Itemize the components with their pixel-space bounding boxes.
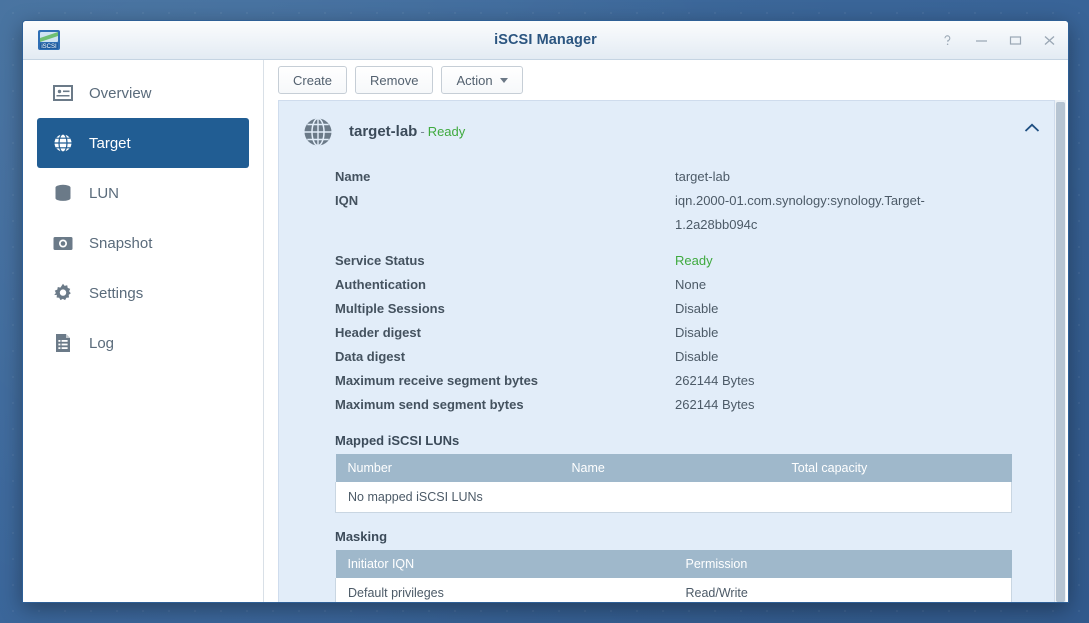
detail-value: iqn.2000-01.com.synology:synology.Target… — [675, 193, 925, 232]
table-header-row: Initiator IQN Permission — [335, 550, 1012, 578]
target-name-heading: target-lab — [349, 123, 418, 140]
database-icon — [51, 181, 75, 205]
detail-spacer — [279, 237, 1054, 249]
content-area: Create Remove Action — [264, 60, 1068, 602]
detail-value: Ready — [675, 253, 713, 268]
target-detail-scroll-region: target-lab - Ready Name target-lab IQN — [264, 100, 1068, 602]
svg-text:iSCSI: iSCSI — [41, 44, 57, 50]
close-icon[interactable] — [1040, 31, 1058, 49]
globe-icon — [51, 131, 75, 155]
sidebar-item-overview[interactable]: Overview — [37, 68, 249, 118]
detail-value: target-lab — [675, 169, 730, 184]
detail-value: 262144 Bytes — [675, 373, 755, 388]
iscsi-app-icon: iSCSI — [35, 26, 63, 54]
detail-label: Header digest — [335, 325, 421, 340]
detail-row-max-send-segment-bytes: Maximum send segment bytes 262144 Bytes — [279, 393, 1054, 417]
action-button-label: Action — [456, 72, 493, 88]
globe-icon — [301, 115, 335, 149]
create-button[interactable]: Create — [278, 66, 348, 94]
detail-label: Multiple Sessions — [335, 301, 445, 316]
iscsi-manager-window: iSCSI iSCSI Manager — [22, 20, 1069, 603]
target-detail-list: Name target-lab IQN iqn.2000-01.com.syno… — [279, 155, 1054, 417]
detail-label: Data digest — [335, 349, 406, 364]
detail-row-header-digest: Header digest Disable — [279, 321, 1054, 345]
detail-row-data-digest: Data digest Disable — [279, 345, 1054, 369]
mapped-luns-title: Mapped iSCSI LUNs — [335, 433, 460, 448]
detail-label: Service Status — [335, 253, 425, 268]
sidebar-item-log[interactable]: Log — [37, 318, 249, 368]
detail-label: Name — [335, 169, 371, 184]
sidebar-item-label: Snapshot — [89, 234, 153, 252]
scrollbar-thumb[interactable] — [1056, 102, 1065, 602]
sidebar-item-label: LUN — [89, 184, 120, 202]
heading-separator: - — [420, 124, 425, 139]
minimize-icon[interactable] — [972, 31, 990, 49]
id-card-icon — [51, 81, 75, 105]
target-header: target-lab - Ready — [279, 101, 1054, 155]
detail-row-authentication: Authentication None — [279, 273, 1054, 297]
chevron-up-icon[interactable] — [1024, 121, 1040, 136]
document-list-icon — [51, 331, 75, 355]
sidebar-item-snapshot[interactable]: Snapshot — [37, 218, 249, 268]
masking-permission-cell: Read/Write — [673, 578, 1012, 602]
detail-label: Maximum send segment bytes — [335, 397, 524, 412]
gear-icon — [51, 281, 75, 305]
masking-title: Masking — [335, 529, 388, 544]
column-header-initiator-iqn[interactable]: Initiator IQN — [335, 550, 674, 578]
window-controls — [938, 21, 1058, 59]
detail-value: None — [675, 277, 707, 292]
remove-button[interactable]: Remove — [355, 66, 434, 94]
mapped-luns-table: Number Name Total capacity No mapped iSC… — [335, 454, 1012, 513]
sidebar-item-target[interactable]: Target — [37, 118, 249, 168]
column-header-name[interactable]: Name — [559, 454, 780, 482]
sidebar-item-lun[interactable]: LUN — [37, 168, 249, 218]
camera-icon — [51, 231, 75, 255]
action-dropdown-button[interactable]: Action — [441, 66, 523, 94]
mapped-luns-empty-text: No mapped iSCSI LUNs — [335, 482, 1012, 513]
detail-row-iqn: IQN iqn.2000-01.com.synology:synology.Ta… — [279, 189, 1054, 237]
detail-row-service-status: Service Status Ready — [279, 249, 1054, 273]
masking-initiator-cell: Default privileges — [335, 578, 674, 602]
table-row[interactable]: Default privileges Read/Write — [335, 578, 1012, 602]
detail-row-name: Name target-lab — [279, 165, 1054, 189]
help-icon[interactable] — [938, 31, 956, 49]
create-button-label: Create — [293, 72, 333, 88]
sidebar: Overview Target LUN Snapshot — [23, 60, 264, 602]
window-title: iSCSI Manager — [494, 32, 597, 48]
detail-value: 262144 Bytes — [675, 397, 755, 412]
remove-button-label: Remove — [370, 72, 419, 88]
column-header-total-capacity[interactable]: Total capacity — [779, 454, 1012, 482]
window-titlebar[interactable]: iSCSI iSCSI Manager — [23, 21, 1068, 60]
detail-row-multiple-sessions: Multiple Sessions Disable — [279, 297, 1054, 321]
detail-row-max-receive-segment-bytes: Maximum receive segment bytes 262144 Byt… — [279, 369, 1054, 393]
chevron-down-icon — [499, 77, 508, 83]
column-header-number[interactable]: Number — [335, 454, 560, 482]
masking-table: Initiator IQN Permission Default privile… — [335, 550, 1012, 602]
sidebar-item-settings[interactable]: Settings — [37, 268, 249, 318]
sidebar-item-label: Target — [89, 134, 131, 152]
status-badge: Ready — [427, 124, 466, 139]
table-header-row: Number Name Total capacity — [335, 454, 1012, 482]
detail-label: IQN — [335, 193, 359, 208]
target-detail-panel: target-lab - Ready Name target-lab IQN — [278, 100, 1055, 602]
vertical-scrollbar[interactable] — [1055, 100, 1066, 602]
table-row: No mapped iSCSI LUNs — [335, 482, 1012, 513]
sidebar-item-label: Log — [89, 334, 115, 352]
sidebar-item-label: Settings — [89, 284, 144, 302]
detail-value: Disable — [675, 325, 719, 340]
maximize-icon[interactable] — [1006, 31, 1024, 49]
masking-section: Masking Initiator IQN Permission — [279, 529, 1054, 602]
detail-label: Maximum receive segment bytes — [335, 373, 539, 388]
detail-value: Disable — [675, 301, 719, 316]
column-header-permission[interactable]: Permission — [673, 550, 1012, 578]
toolbar: Create Remove Action — [264, 60, 1068, 100]
detail-label: Authentication — [335, 277, 426, 292]
detail-value: Disable — [675, 349, 719, 364]
mapped-luns-section: Mapped iSCSI LUNs Number Name Total capa… — [279, 433, 1054, 513]
sidebar-item-label: Overview — [89, 84, 152, 102]
